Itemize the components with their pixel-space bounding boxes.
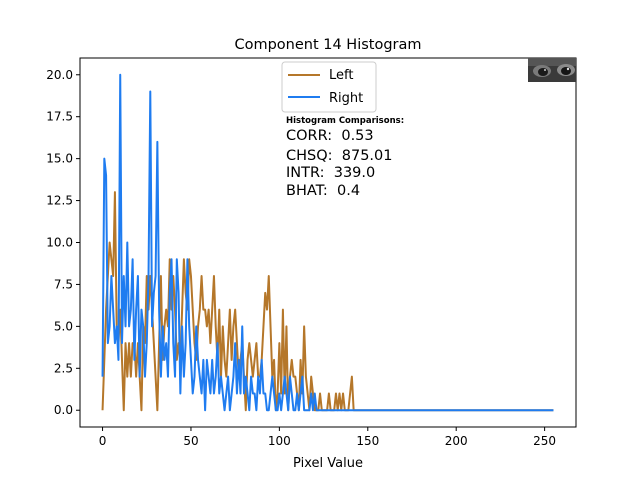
series-line-right	[101, 73, 554, 412]
y-tick-label: 17.5	[46, 110, 73, 124]
series-layer	[101, 73, 554, 412]
y-tick-label: 2.5	[54, 361, 73, 375]
y-tick-label: 10.0	[46, 236, 73, 250]
legend-label-left: Left	[329, 68, 353, 83]
x-tick-label: 0	[99, 434, 107, 448]
legend-label-right: Right	[329, 91, 363, 106]
histogram-comparisons: Histogram Comparisons: CORR: 0.53 CHSQ: …	[286, 116, 404, 199]
comparison-intr: INTR: 339.0	[286, 165, 375, 181]
eye-thumbnail-image	[528, 58, 576, 82]
x-tick-label: 150	[356, 434, 379, 448]
comparison-chsq: CHSQ: 875.01	[286, 148, 392, 164]
x-tick-label: 100	[268, 434, 291, 448]
comparison-corr: CORR: 0.53	[286, 128, 374, 144]
y-tick-label: 12.5	[46, 194, 73, 208]
y-tick-label: 0.0	[54, 403, 73, 417]
x-tick-label: 50	[183, 434, 198, 448]
y-tick-label: 5.0	[54, 319, 73, 333]
comparison-bhat: BHAT: 0.4	[286, 183, 360, 199]
y-tick-label: 20.0	[46, 68, 73, 82]
y-tick-label: 15.0	[46, 152, 73, 166]
x-tick-label: 250	[533, 434, 556, 448]
x-tick-label: 200	[445, 434, 468, 448]
y-tick-layer: 0.0 2.5 5.0 7.5 10.0 12.5 15.0 17.5 20.0	[46, 68, 80, 417]
x-axis-label: Pixel Value	[293, 456, 363, 471]
plot-area	[79, 57, 577, 428]
legend: Left Right	[281, 61, 377, 113]
x-tick-layer: 0 50 100 150 200 250	[99, 427, 556, 448]
comparison-heading: Histogram Comparisons:	[286, 116, 404, 126]
y-tick-label: 7.5	[54, 277, 73, 291]
chart-title: Component 14 Histogram	[234, 37, 421, 53]
